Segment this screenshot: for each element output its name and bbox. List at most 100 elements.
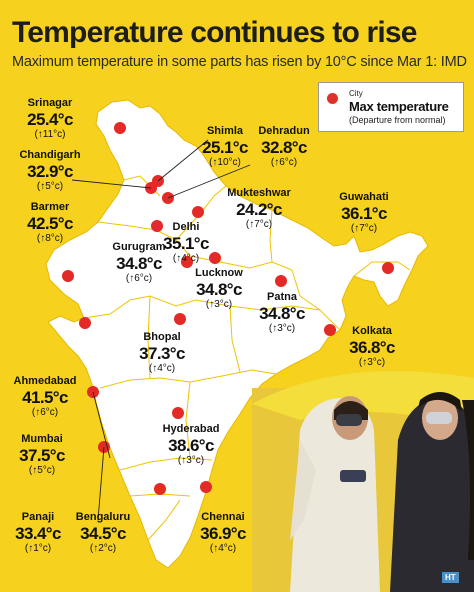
city-temp: 25.4°c	[27, 110, 73, 129]
city-chandigarh: Chandigarh 32.9°c (↑5°c)	[10, 150, 90, 192]
city-kolkata: Kolkata 36.8°c (↑3°c)	[340, 326, 404, 368]
city-name: Kolkata	[352, 325, 392, 337]
legend-departure-label: (Departure from normal)	[349, 115, 446, 125]
city-temp: 42.5°c	[27, 214, 73, 233]
city-temp: 34.8°c	[259, 304, 305, 323]
page-subtitle: Maximum temperature in some parts has ri…	[12, 54, 467, 70]
city-name: Bengaluru	[75, 511, 131, 523]
legend-city-label: City	[349, 89, 363, 98]
city-hyderabad: Hyderabad 38.6°c (↑3°c)	[150, 424, 232, 466]
city-mukteshwar: Mukteshwar 24.2°c (↑7°c)	[216, 188, 302, 230]
city-departure: (↑4°c)	[148, 363, 176, 374]
city-name: Panaji	[21, 511, 55, 523]
city-departure: (↑6°c)	[125, 273, 153, 284]
dot-mukteshwar	[192, 206, 204, 218]
dot-kolkata	[324, 324, 336, 336]
city-temp: 24.2°c	[236, 200, 282, 219]
city-patna: Patna 34.8°c (↑3°c)	[254, 292, 310, 334]
city-bhopal: Bhopal 37.3°c (↑4°c)	[134, 332, 190, 374]
city-name: Gurugram	[112, 241, 166, 253]
city-departure: (↑8°c)	[36, 233, 64, 244]
city-departure: (↑3°c)	[358, 357, 386, 368]
city-departure: (↑4°c)	[209, 543, 237, 554]
city-shimla: Shimla 25.1°c (↑10°c)	[190, 126, 260, 168]
city-departure: (↑5°c)	[36, 181, 64, 192]
city-gurugram: Gurugram 34.8°c (↑6°c)	[104, 242, 174, 284]
dot-chennai	[200, 481, 212, 493]
city-departure: (↑2°c)	[89, 543, 117, 554]
city-departure: (↑4°c)	[172, 253, 200, 264]
city-name: Hyderabad	[162, 423, 220, 435]
dot-gurugram	[181, 256, 193, 268]
dot-delhi	[151, 220, 163, 232]
city-temp: 25.1°c	[202, 138, 248, 157]
city-chennai: Chennai 36.9°c (↑4°c)	[190, 512, 256, 554]
city-name: Ahmedabad	[13, 375, 77, 387]
city-panaji: Panaji 33.4°c (↑1°c)	[8, 512, 68, 554]
city-departure: (↑5°c)	[28, 465, 56, 476]
city-temp: 37.5°c	[19, 446, 65, 465]
legend-dot-icon	[327, 93, 338, 104]
city-departure: (↑11°c)	[34, 129, 66, 140]
city-departure: (↑6°c)	[31, 407, 59, 418]
city-name: Srinagar	[27, 97, 73, 109]
city-guwahati: Guwahati 36.1°c (↑7°c)	[332, 192, 396, 234]
dot-ahmedabad	[79, 317, 91, 329]
city-temp: 32.9°c	[27, 162, 73, 181]
dot-lucknow	[209, 252, 221, 264]
dot-bhopal	[174, 313, 186, 325]
legend: City Max temperature (Departure from nor…	[318, 82, 464, 132]
city-temp: 34.8°c	[116, 254, 162, 273]
city-temp: 36.8°c	[349, 338, 395, 357]
city-temp: 37.3°c	[139, 344, 185, 363]
city-mumbai: Mumbai 37.5°c (↑5°c)	[10, 434, 74, 476]
city-temp: 33.4°c	[15, 524, 61, 543]
city-name: Barmer	[30, 201, 70, 213]
city-temp: 38.6°c	[168, 436, 214, 455]
city-name: Dehradun	[258, 125, 310, 137]
dot-patna	[275, 275, 287, 287]
page-title: Temperature continues to rise	[12, 16, 417, 49]
city-name: Bhopal	[143, 331, 181, 343]
city-name: Delhi	[172, 221, 200, 233]
city-delhi: Delhi 35.1°c (↑4°c)	[160, 222, 212, 264]
dot-hyderabad	[172, 407, 184, 419]
city-name: Mumbai	[21, 433, 63, 445]
city-name: Patna	[267, 291, 297, 303]
city-departure: (↑6°c)	[270, 157, 298, 168]
dot-guwahati	[382, 262, 394, 274]
city-departure: (↑10°c)	[209, 157, 241, 168]
city-temp: 41.5°c	[22, 388, 68, 407]
city-barmer: Barmer 42.5°c (↑8°c)	[10, 202, 90, 244]
city-name: Mukteshwar	[227, 187, 291, 199]
city-departure: (↑3°c)	[205, 299, 233, 310]
city-name: Shimla	[206, 125, 244, 137]
city-departure: (↑3°c)	[268, 323, 296, 334]
city-departure: (↑7°c)	[245, 219, 273, 230]
city-srinagar: Srinagar 25.4°c (↑11°c)	[10, 98, 90, 140]
city-departure: (↑3°c)	[177, 455, 205, 466]
photo	[252, 371, 474, 592]
city-ahmedabad: Ahmedabad 41.5°c (↑6°c)	[8, 376, 82, 418]
city-temp: 34.8°c	[196, 280, 242, 299]
dot-barmer	[62, 270, 74, 282]
city-name: Chennai	[201, 511, 245, 523]
city-temp: 32.8°c	[261, 138, 307, 157]
city-temp: 36.9°c	[200, 524, 246, 543]
city-temp: 35.1°c	[163, 234, 209, 253]
city-dehradun: Dehradun 32.8°c (↑6°c)	[248, 126, 320, 168]
legend-max-label: Max temperature	[349, 99, 449, 114]
dot-srinagar	[114, 122, 126, 134]
city-bengaluru: Bengaluru 34.5°c (↑2°c)	[66, 512, 140, 554]
city-temp: 34.5°c	[80, 524, 126, 543]
dot-bengaluru	[154, 483, 166, 495]
photo-credit: HT	[442, 572, 459, 583]
city-name: Chandigarh	[19, 149, 81, 161]
city-lucknow: Lucknow 34.8°c (↑3°c)	[188, 268, 250, 310]
city-name: Lucknow	[195, 267, 243, 279]
city-temp: 36.1°c	[341, 204, 387, 223]
city-departure: (↑7°c)	[350, 223, 378, 234]
